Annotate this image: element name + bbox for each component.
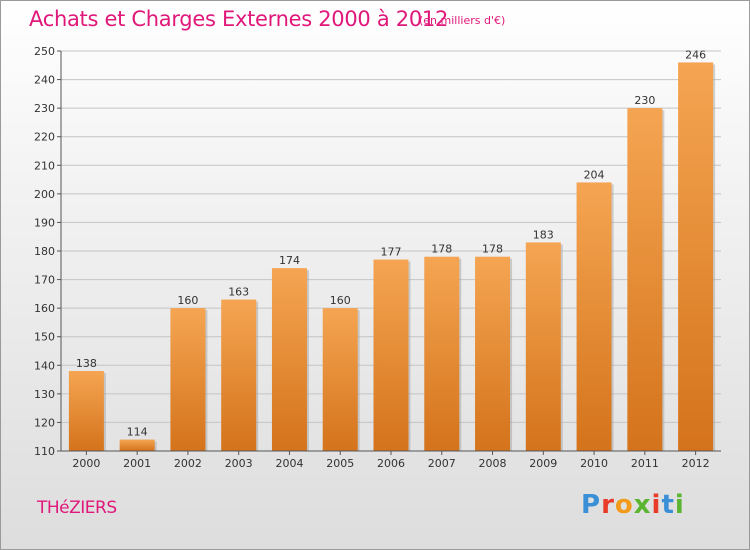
- proxiti-logo: Proxiti: [581, 490, 685, 520]
- y-tick-label: 170: [34, 274, 55, 287]
- bar-value-label: 178: [431, 243, 452, 256]
- y-tick-label: 150: [34, 331, 55, 344]
- chart-subtitle: (en milliers d'€): [419, 14, 506, 27]
- bar: [170, 308, 206, 451]
- x-tick-label: 2009: [529, 457, 557, 470]
- logo-letter: o: [614, 490, 634, 520]
- x-tick-label: 2005: [326, 457, 354, 470]
- x-tick-label: 2011: [631, 457, 659, 470]
- bar-value-label: 163: [228, 286, 249, 299]
- y-tick-label: 190: [34, 216, 55, 229]
- x-tick-label: 2010: [580, 457, 608, 470]
- y-tick-label: 140: [34, 359, 55, 372]
- y-tick-label: 240: [34, 74, 55, 87]
- bar-value-label: 138: [76, 357, 97, 370]
- bar: [424, 256, 460, 451]
- bar-value-label: 178: [482, 243, 503, 256]
- x-tick-label: 2006: [377, 457, 405, 470]
- bar: [322, 308, 358, 451]
- bar: [576, 182, 612, 451]
- x-tick-label: 2004: [275, 457, 303, 470]
- y-tick-label: 110: [34, 445, 55, 458]
- bar: [119, 439, 155, 451]
- x-tick-label: 2007: [428, 457, 456, 470]
- y-tick-label: 180: [34, 245, 55, 258]
- bar-value-label: 160: [177, 294, 198, 307]
- y-tick-label: 160: [34, 302, 55, 315]
- y-tick-label: 200: [34, 188, 55, 201]
- bar: [525, 242, 561, 451]
- bars: 138 114 160 163 174 160 177 178 178 183 204 230 246: [68, 48, 716, 452]
- commune-name: THéZIERS: [37, 498, 117, 518]
- axes: 110 120 130 140 150 160 170 180 190 200 210 220 230 2…: [34, 45, 721, 470]
- logo-letter: r: [601, 490, 615, 520]
- logo-letter: P: [581, 490, 602, 520]
- logo-letter: x: [633, 490, 652, 520]
- logo-letter: i: [674, 490, 685, 520]
- y-tick-label: 230: [34, 102, 55, 115]
- bar-value-label: 183: [533, 228, 554, 241]
- logo-letter: i: [651, 490, 662, 520]
- x-tick-label: 2012: [682, 457, 710, 470]
- y-tick-label: 130: [34, 388, 55, 401]
- logo-letter: t: [661, 490, 675, 520]
- bar: [271, 268, 307, 451]
- bar-value-label: 177: [381, 246, 402, 259]
- bar-value-label: 174: [279, 254, 300, 267]
- x-tick-label: 2000: [72, 457, 100, 470]
- bar: [373, 259, 409, 451]
- bar-value-label: 246: [685, 48, 706, 61]
- x-tick-label: 2008: [479, 457, 507, 470]
- bar: [475, 256, 511, 451]
- x-tick-label: 2001: [123, 457, 151, 470]
- bar: [627, 108, 663, 452]
- y-tick-label: 250: [34, 45, 55, 58]
- bar: [68, 371, 104, 451]
- bar-value-label: 230: [634, 94, 655, 107]
- bar-value-label: 204: [584, 168, 605, 181]
- bar-value-label: 114: [127, 426, 148, 439]
- y-tick-label: 210: [34, 159, 55, 172]
- bar: [221, 299, 257, 451]
- y-tick-label: 120: [34, 416, 55, 429]
- bar-value-label: 160: [330, 294, 351, 307]
- x-tick-label: 2002: [174, 457, 202, 470]
- bar: [678, 62, 714, 452]
- y-tick-label: 220: [34, 131, 55, 144]
- chart-title: Achats et Charges Externes 2000 à 2012: [29, 7, 449, 31]
- x-tick-label: 2003: [225, 457, 253, 470]
